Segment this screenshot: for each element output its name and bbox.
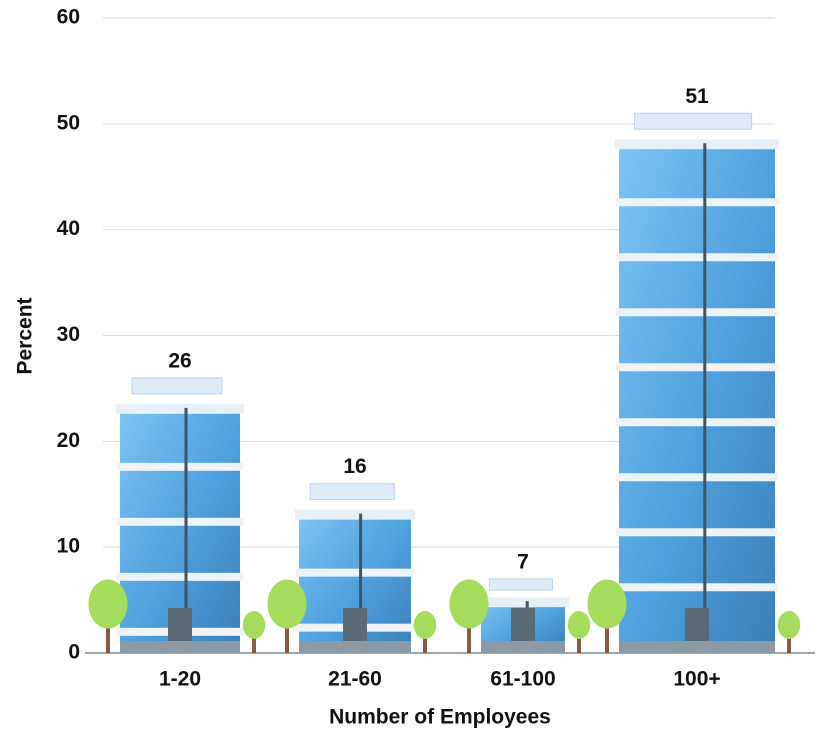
- building-base: [619, 641, 775, 653]
- y-tick-label: 50: [57, 111, 80, 134]
- tree-trunk: [577, 629, 581, 653]
- y-tick-label: 10: [57, 535, 80, 558]
- building-roof: [116, 403, 244, 414]
- building-sign: [309, 483, 395, 501]
- y-tick-label: 40: [57, 217, 80, 240]
- building-sign: [634, 112, 753, 130]
- bar: [295, 483, 415, 653]
- x-tick-label: 21-60: [328, 668, 382, 691]
- tree-crown: [567, 611, 591, 639]
- tree-crown: [587, 579, 627, 629]
- tree: [777, 611, 801, 653]
- bar: [477, 578, 569, 653]
- value-label: 26: [168, 349, 191, 372]
- bar: [615, 112, 779, 653]
- building-floor: [616, 198, 778, 207]
- y-axis-title: Percent: [14, 297, 37, 374]
- value-label: 51: [685, 85, 709, 108]
- building-base: [481, 641, 565, 653]
- y-tick-label: 20: [57, 429, 80, 452]
- tree: [587, 579, 627, 653]
- tree: [413, 611, 437, 653]
- x-tick-label: 61-100: [490, 668, 555, 691]
- building-floor: [616, 473, 778, 482]
- tree-trunk: [787, 629, 791, 653]
- tree: [449, 579, 489, 653]
- tree-trunk: [285, 611, 289, 653]
- building-base: [120, 641, 240, 653]
- building-roof: [295, 509, 415, 520]
- y-tick-label: 0: [68, 641, 80, 664]
- building-floor: [296, 568, 414, 577]
- tree-crown: [267, 579, 307, 629]
- building-roof: [477, 597, 569, 608]
- y-tick-label: 30: [57, 323, 80, 346]
- tree: [267, 579, 307, 653]
- building-roof: [615, 139, 779, 150]
- x-tick-label: 100+: [673, 668, 720, 691]
- tree-trunk: [467, 611, 471, 653]
- tree-trunk: [252, 629, 256, 653]
- y-tick-label: 60: [57, 6, 80, 29]
- building-floor: [616, 363, 778, 372]
- building-base: [299, 641, 411, 653]
- tree: [88, 579, 128, 653]
- building-sign: [488, 578, 553, 591]
- value-label: 7: [517, 550, 529, 573]
- value-label: 16: [343, 455, 366, 478]
- building-body: [619, 143, 775, 653]
- building-floor: [616, 418, 778, 427]
- tree-crown: [413, 611, 437, 639]
- tree-crown: [88, 579, 128, 629]
- building-sign: [131, 377, 223, 395]
- x-axis-title: Number of Employees: [329, 706, 551, 729]
- bar: [116, 377, 244, 653]
- tree: [242, 611, 266, 653]
- tree-trunk: [423, 629, 427, 653]
- tree-trunk: [106, 611, 110, 653]
- tree-trunk: [605, 611, 609, 653]
- tree: [567, 611, 591, 653]
- building-floor: [117, 462, 243, 471]
- building-floor: [117, 517, 243, 526]
- tree-crown: [242, 611, 266, 639]
- building-floor: [616, 583, 778, 592]
- building-floor: [616, 308, 778, 317]
- building-floor: [117, 572, 243, 581]
- building-floor: [616, 528, 778, 537]
- tree-crown: [449, 579, 489, 629]
- building-floor: [616, 253, 778, 262]
- x-tick-label: 1-20: [159, 668, 201, 691]
- tree-crown: [777, 611, 801, 639]
